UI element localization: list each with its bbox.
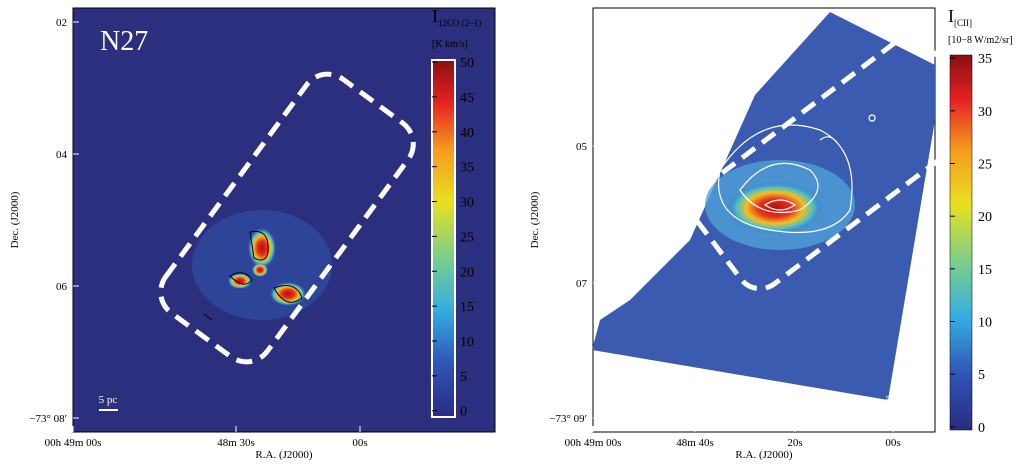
colorbar-tick-label: 20 <box>460 265 474 280</box>
x-tick-label: 48m 30s <box>217 437 255 449</box>
scale-bar-label: 5 pc <box>99 394 118 406</box>
colorbar-unit: [K km/s] <box>432 39 468 50</box>
x-tick-label: 00s <box>352 437 367 449</box>
y-tick-label: 05 <box>576 141 588 153</box>
colorbar <box>432 60 455 417</box>
colorbar-tick-label: 0 <box>460 405 467 420</box>
colorbar-tick-label: 15 <box>460 300 474 315</box>
colorbar-tick-label: 30 <box>978 105 992 120</box>
y-tick-label: 02 <box>56 17 67 29</box>
colorbar-tick-label: 25 <box>978 157 992 172</box>
colorbar-title-sub: [CII] <box>954 18 972 28</box>
y-tick-label: −73° 08′ <box>29 413 67 425</box>
x-tick-label: 00h 49m 00s <box>565 437 622 449</box>
colorbar-tick-label: 5 <box>460 370 467 385</box>
colorbar-tick-label: 5 <box>978 368 985 383</box>
y-axis-label: Dec. (J2000) <box>529 191 541 248</box>
colorbar-tick-label: 15 <box>978 263 992 278</box>
colorbar-tick-label: 25 <box>460 230 474 245</box>
colorbar-tick-label: 40 <box>460 126 474 141</box>
panel-label: N27 <box>100 26 148 57</box>
y-tick-label: 04 <box>56 149 68 161</box>
x-tick-label: 00s <box>885 437 900 449</box>
emission <box>192 210 332 320</box>
y-tick-label: 06 <box>56 281 68 293</box>
y-axis-label: Dec. (J2000) <box>9 191 21 248</box>
colorbar-tick-label: 10 <box>460 335 474 350</box>
colorbar-tick-label: 35 <box>978 52 992 67</box>
colorbar-tick-label: 50 <box>460 56 474 71</box>
colorbar-tick-label: 35 <box>460 161 474 176</box>
y-tick-label: 07 <box>576 278 588 290</box>
colorbar-tick-label: 0 <box>978 421 985 436</box>
colorbar-tick-label: 30 <box>460 196 474 211</box>
colorbar-title: I[CII] <box>948 6 972 28</box>
x-tick-label: 48m 40s <box>676 437 714 449</box>
x-tick-label: 20s <box>787 437 802 449</box>
scale-bar-label: 5 pc <box>886 394 905 406</box>
x-axis-label: R.A. (J2000) <box>735 449 792 461</box>
x-axis-label: R.A. (J2000) <box>255 449 312 461</box>
colorbar-tick-label: 20 <box>978 210 992 225</box>
panel-label: N27 <box>622 31 670 62</box>
colorbar-tick-label: 45 <box>460 91 474 106</box>
colorbar-unit: [10−8 W/m2/sr] <box>948 35 1013 46</box>
colorbar-tick-label: 10 <box>978 316 992 331</box>
x-tick-label: 00h 49m 00s <box>45 437 102 449</box>
y-tick-label: −73° 09′ <box>549 413 587 425</box>
colorbar-title-sub: 12CO (2–1) <box>438 18 481 28</box>
figure: 02 04 06 −73° 08′ 00h 49m 00s 48m 30s 00s R.A. … <box>0 0 1021 462</box>
